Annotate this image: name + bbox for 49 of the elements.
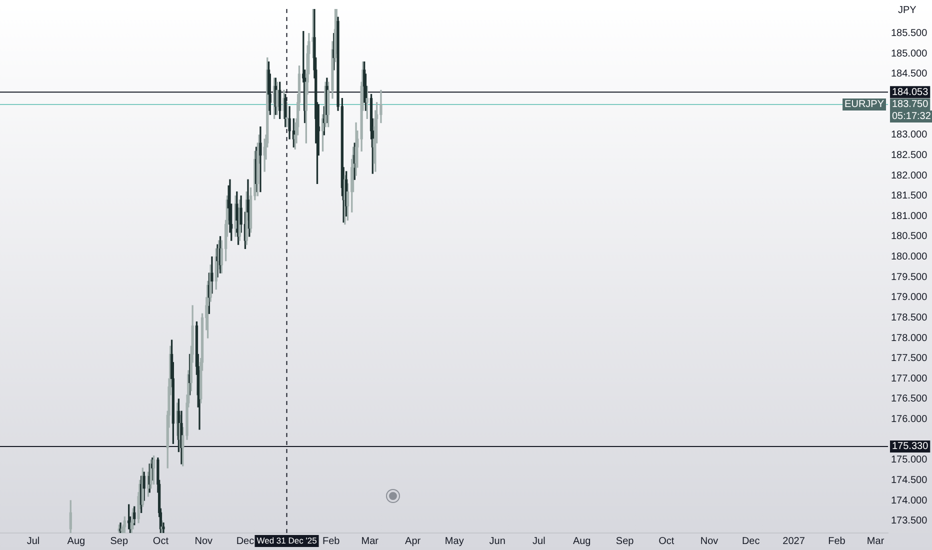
- y-tick-label: 180.500: [891, 231, 928, 242]
- y-tick-label: 176.500: [891, 394, 928, 405]
- y-tick-label: 181.500: [891, 190, 928, 202]
- x-tick-label: May: [444, 536, 464, 547]
- ref-line-label: 184.053: [892, 86, 929, 98]
- x-tick-label: Dec: [236, 536, 254, 547]
- annotation: EURJPY: [844, 99, 884, 110]
- y-tick-label: 184.500: [891, 68, 928, 80]
- text: 05:17:32: [892, 111, 932, 122]
- x-tick-label: 2027: [782, 536, 806, 547]
- x-tick-label: Dec: [742, 536, 760, 547]
- x-tick-label: Mar: [361, 536, 380, 547]
- x-tick-label: Oct: [152, 536, 169, 547]
- y-tick-label: 182.000: [891, 170, 928, 182]
- y-tick-label: 183.000: [891, 130, 928, 141]
- y-tick-label: 185.500: [891, 28, 928, 40]
- y-tick-label: 180.000: [891, 252, 928, 263]
- y-tick-label: 176.000: [891, 414, 928, 426]
- x-tick-label: Nov: [700, 536, 718, 547]
- x-tick-label: Jul: [26, 536, 40, 547]
- x-tick-label: Feb: [828, 536, 846, 547]
- y-tick-label: 175.000: [891, 454, 928, 466]
- x-tick-label: Aug: [67, 536, 86, 547]
- x-tick-label: Jul: [532, 536, 546, 547]
- y-tick-label: 182.500: [891, 150, 928, 161]
- x-tick-label: Sep: [110, 536, 128, 547]
- ref-line-label: 183.750: [892, 99, 929, 110]
- y-tick-label: 177.500: [891, 353, 928, 364]
- y-tick-label: 181.000: [891, 210, 928, 222]
- y-axis-title: JPY: [898, 4, 917, 16]
- y-tick-label: 178.500: [891, 312, 928, 324]
- ref-line-label: 175.330: [892, 441, 929, 452]
- y-tick-label: 178.000: [891, 332, 928, 344]
- x-tick-label: Mar: [866, 536, 885, 547]
- x-tick-label: Jun: [489, 536, 506, 547]
- y-tick-label: 179.000: [891, 292, 928, 304]
- x-tick-label: Sep: [616, 536, 634, 547]
- y-tick-label: 179.500: [891, 272, 928, 283]
- x-tick-label: Nov: [194, 536, 213, 547]
- y-tick-label: 174.000: [891, 495, 928, 506]
- x-tick-label: Feb: [322, 536, 340, 547]
- ref-line-label: Wed 31 Dec '25: [256, 535, 318, 546]
- x-tick-label: Aug: [572, 536, 591, 547]
- y-tick-label: 173.500: [891, 516, 928, 527]
- y-tick-label: 185.000: [891, 48, 928, 60]
- y-tick-label: 177.000: [891, 373, 928, 384]
- y-tick-label: 174.500: [891, 474, 928, 486]
- x-tick-label: Apr: [405, 536, 422, 547]
- x-tick-label: Oct: [658, 536, 674, 547]
